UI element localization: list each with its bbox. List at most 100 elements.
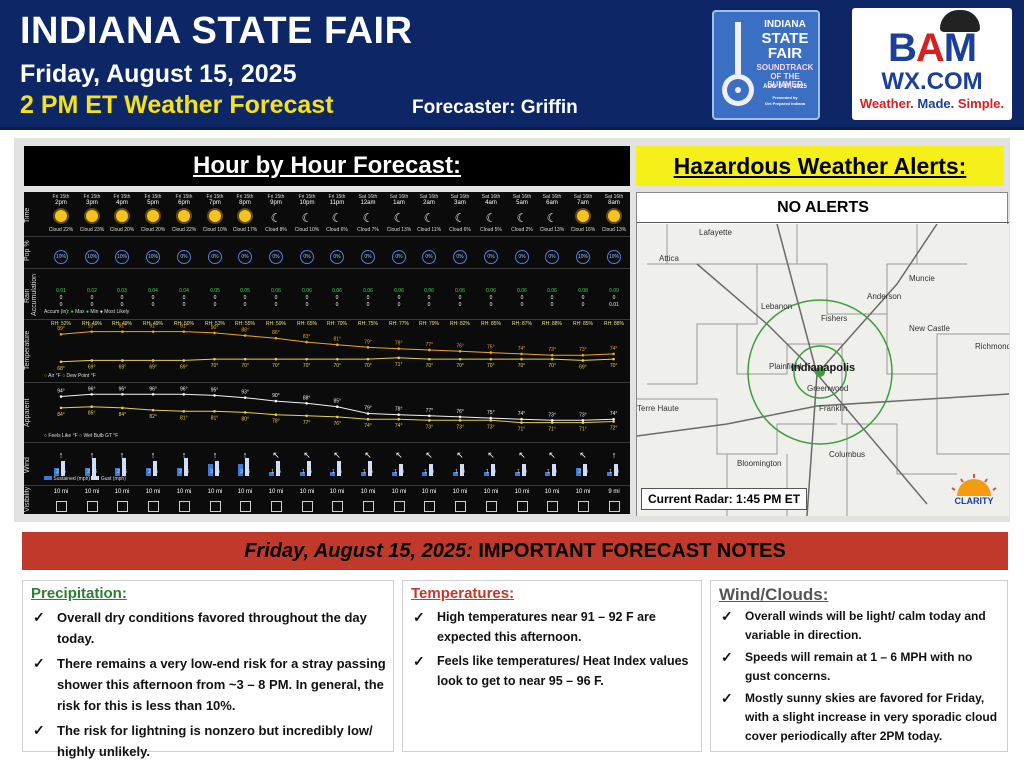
wind-bars xyxy=(267,461,287,476)
gust-bar xyxy=(399,464,403,476)
list-item: Overall dry conditions favored throughou… xyxy=(31,607,387,649)
data-point xyxy=(550,353,554,357)
data-label: 73° xyxy=(579,412,587,418)
data-point xyxy=(489,357,493,361)
sustained-bar xyxy=(85,468,90,476)
humidity: RH: 59% xyxy=(265,321,286,327)
cloud-cover: Cloud 13% xyxy=(386,227,412,233)
moon-icon: ☾ xyxy=(393,211,405,225)
visibility-value: 10 mi xyxy=(514,489,530,495)
pop-value: 0% xyxy=(330,250,344,264)
forecaster-name: Forecaster: Griffin xyxy=(412,97,578,118)
hour-time: 3am xyxy=(454,200,466,206)
data-label: 74° xyxy=(610,411,618,417)
data-label: 74° xyxy=(610,346,618,352)
pop-value: 0% xyxy=(392,250,406,264)
rain-likely: 0 xyxy=(489,295,493,301)
row-label-wind: Wind xyxy=(24,457,31,473)
gust-bar xyxy=(614,464,618,476)
data-point xyxy=(274,357,278,361)
row-label-time: Time xyxy=(24,207,31,223)
humidity: RH: 77% xyxy=(388,321,409,327)
cloud-cover: Cloud 20% xyxy=(109,227,135,233)
sustained-bar xyxy=(453,472,458,476)
wind-speeds: 2 6 xyxy=(179,469,189,475)
data-point xyxy=(612,417,615,421)
data-point xyxy=(581,421,585,424)
visibility-box xyxy=(301,501,313,512)
data-point xyxy=(59,395,63,398)
rain-likely: 0 xyxy=(520,295,524,301)
visibility-value: 10 mi xyxy=(329,489,345,495)
data-label: 71° xyxy=(395,362,403,368)
wind-clouds-notes: Wind/Clouds: Overall winds will be light… xyxy=(710,580,1008,752)
wind-speeds: 2 6 xyxy=(87,469,97,475)
data-point xyxy=(213,357,216,361)
rain-likely: 0 xyxy=(397,295,401,301)
visibility-value: 10 mi xyxy=(360,489,376,495)
data-label: 70° xyxy=(456,363,464,369)
data-label: 74° xyxy=(395,423,403,429)
sustained-bar xyxy=(576,468,581,476)
data-point xyxy=(550,419,554,422)
wind-speeds: 2 6 xyxy=(117,469,127,475)
humidity: RH: 75% xyxy=(357,321,378,327)
football-helmet-icon xyxy=(940,10,980,32)
pop-value: 10% xyxy=(576,250,590,264)
cloud-cover: Cloud 7% xyxy=(357,227,379,233)
data-label: 70° xyxy=(364,363,372,369)
list-item: The risk for lightning is nonzero but in… xyxy=(31,720,387,762)
visibility-box xyxy=(485,501,497,512)
list-item: Speeds will remain at 1 – 6 MPH with no … xyxy=(719,648,1001,686)
data-label: 72° xyxy=(610,425,618,431)
wind-speeds: 2 4 xyxy=(578,469,588,475)
wind-direction-arrow-icon: ↖ xyxy=(456,450,464,460)
sun-icon xyxy=(116,210,128,222)
data-label: 82° xyxy=(149,414,157,420)
rain-min: 0 xyxy=(397,302,401,308)
gust-bar xyxy=(92,458,96,476)
data-point xyxy=(213,331,216,335)
data-label: 89° xyxy=(57,326,65,332)
sunrise-icon xyxy=(951,474,997,496)
data-label: 74° xyxy=(518,411,526,417)
wind-bars xyxy=(420,462,440,476)
visibility-box xyxy=(331,501,343,512)
rain-max: 0.06 xyxy=(517,288,527,294)
visibility-value: 10 mi xyxy=(207,489,223,495)
pop-value: 10% xyxy=(115,250,129,264)
hour-time: 2pm xyxy=(55,200,67,206)
data-label: 80° xyxy=(241,416,249,422)
wind-bars xyxy=(113,458,133,476)
wind-speeds: 2 5 xyxy=(148,469,158,475)
pop-value: 0% xyxy=(453,250,467,264)
hour-time: 9pm xyxy=(270,200,282,206)
humidity: RH: 52% xyxy=(50,321,71,327)
wind-bars xyxy=(298,461,318,476)
data-label: 93° xyxy=(241,390,249,396)
data-point xyxy=(151,359,155,362)
moon-icon: ☾ xyxy=(516,211,528,225)
data-label: 71° xyxy=(548,427,556,433)
data-point xyxy=(182,409,186,413)
data-label: 91° xyxy=(180,324,188,330)
hour-day: Fri 15th xyxy=(175,194,193,200)
rain-min: 0 xyxy=(305,302,309,308)
cloud-cover: Cloud 22% xyxy=(48,227,74,233)
rain-max: 0.02 xyxy=(87,288,97,294)
temperature-notes: Temperatures: High temperatures near 91 … xyxy=(402,580,702,752)
rain-min: 0 xyxy=(274,302,278,308)
precipitation-heading: Precipitation: xyxy=(31,585,127,602)
visibility-box xyxy=(454,501,466,512)
sustained-bar xyxy=(238,464,243,476)
cloud-cover: Cloud 2% xyxy=(511,227,533,233)
hour-time: 7am xyxy=(577,200,589,206)
banjo-icon xyxy=(722,22,754,106)
humidity: RH: 88% xyxy=(603,321,624,327)
data-point xyxy=(90,359,93,362)
visibility-value: 9 mi xyxy=(608,489,620,495)
visibility-value: 10 mi xyxy=(84,489,100,495)
sustained-bar xyxy=(361,472,366,476)
rain-min: 0 xyxy=(182,302,186,308)
data-point xyxy=(458,357,462,361)
